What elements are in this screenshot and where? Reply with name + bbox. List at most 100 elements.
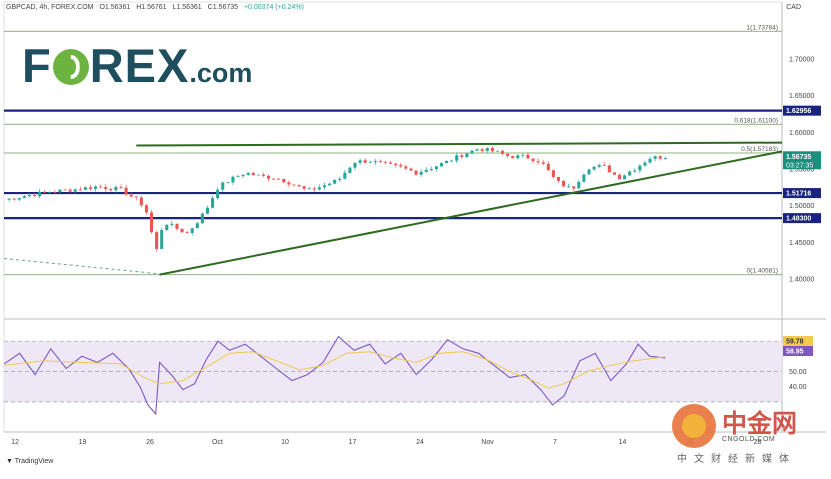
candle-body-112 bbox=[572, 186, 576, 189]
price-tick-4: 1.50000 bbox=[789, 203, 814, 210]
candle-body-37 bbox=[190, 228, 194, 233]
candle-body-52 bbox=[266, 175, 271, 179]
candle-body-125 bbox=[638, 165, 642, 171]
candle-body-68 bbox=[348, 167, 352, 173]
candle-body-93 bbox=[475, 149, 479, 151]
dashed-trendline bbox=[3, 257, 160, 275]
fib-label-2: 0.5(1.57183) bbox=[741, 146, 778, 153]
price-tick-2: 1.60000 bbox=[789, 130, 814, 137]
time-tick-7: Nov bbox=[481, 439, 494, 446]
candle-body-27 bbox=[139, 197, 143, 206]
candle-body-12 bbox=[63, 189, 67, 191]
candle-body-6 bbox=[32, 195, 37, 197]
time-tick-8: 7 bbox=[553, 439, 557, 446]
candle-body-119 bbox=[607, 165, 611, 173]
time-tick-2: 26 bbox=[146, 439, 154, 446]
forex-logo: F REX.com bbox=[22, 38, 252, 93]
candle-body-25 bbox=[129, 194, 133, 197]
rsi-tick-2: 40.00 bbox=[789, 384, 807, 391]
candle-body-21 bbox=[109, 189, 113, 191]
candle-body-89 bbox=[455, 155, 459, 161]
candle-body-9 bbox=[48, 192, 52, 194]
symbol-label: GBPCAD, 4h, FOREX.COM bbox=[6, 4, 94, 11]
candle-body-81 bbox=[414, 170, 418, 175]
candle-body-57 bbox=[292, 184, 296, 186]
candle-body-115 bbox=[587, 169, 591, 175]
candle-body-105 bbox=[536, 161, 540, 163]
rsi-label-bg-1 bbox=[783, 346, 813, 356]
candle-body-73 bbox=[373, 161, 377, 163]
candle-body-84 bbox=[429, 168, 433, 171]
candle-body-92 bbox=[470, 150, 474, 154]
candle-body-102 bbox=[521, 154, 525, 156]
candle-body-114 bbox=[582, 174, 586, 182]
candle-body-44 bbox=[226, 182, 230, 184]
price-label-0: 1.62956 bbox=[786, 108, 811, 115]
candle-body-121 bbox=[617, 174, 622, 180]
candle-body-24 bbox=[124, 187, 128, 195]
rsi-label-0: 59.78 bbox=[786, 339, 804, 346]
candle-body-30 bbox=[155, 232, 159, 249]
candle-body-104 bbox=[531, 158, 535, 162]
candle-body-108 bbox=[551, 170, 555, 177]
candle-body-106 bbox=[541, 162, 545, 164]
candle-body-50 bbox=[256, 174, 260, 176]
tradingview-credit[interactable]: ▼ TradingView bbox=[6, 458, 53, 465]
time-tick-9: 14 bbox=[619, 439, 627, 446]
candle-body-116 bbox=[592, 166, 596, 170]
price-countdown: 03:27:35 bbox=[786, 162, 813, 169]
candle-body-83 bbox=[424, 170, 428, 172]
fib-label-0: 1(1.73784) bbox=[747, 24, 778, 31]
candle-body-98 bbox=[500, 150, 505, 154]
time-tick-6: 24 bbox=[416, 439, 424, 446]
candle-body-10 bbox=[53, 192, 57, 194]
logo-letters-rex: REX bbox=[89, 39, 190, 92]
price-label-1: 1.56735 bbox=[786, 154, 811, 161]
candle-body-42 bbox=[216, 189, 220, 199]
price-tick-0: 1.70000 bbox=[789, 57, 814, 64]
candle-body-117 bbox=[597, 164, 601, 167]
candle-body-111 bbox=[567, 186, 571, 188]
fib-label-3: 0(1.40581) bbox=[747, 268, 778, 275]
high-value: H1.56761 bbox=[136, 4, 167, 11]
candle-body-56 bbox=[287, 182, 291, 185]
watermark-cn: 中金网 bbox=[722, 409, 798, 438]
candle-body-2 bbox=[12, 198, 16, 200]
price-tick-5: 1.45000 bbox=[789, 240, 814, 247]
candle-body-53 bbox=[272, 178, 276, 180]
low-value: L1.56361 bbox=[172, 4, 202, 11]
logo-letter-f: F bbox=[22, 39, 52, 92]
candle-body-54 bbox=[277, 178, 281, 180]
candle-body-43 bbox=[221, 182, 225, 190]
candle-body-122 bbox=[623, 175, 627, 180]
candle-body-128 bbox=[653, 156, 657, 159]
time-tick-4: 10 bbox=[281, 439, 289, 446]
trendline-upper bbox=[136, 141, 783, 147]
price-tick-3: 1.55000 bbox=[789, 167, 814, 174]
candle-body-32 bbox=[165, 224, 169, 231]
rsi-ma-line bbox=[3, 351, 666, 389]
price-label-bg-0 bbox=[783, 105, 821, 116]
change-value: +0.00374 (+0.24%) bbox=[243, 4, 304, 11]
candle-body-62 bbox=[317, 187, 321, 190]
time-tick-5: 17 bbox=[349, 439, 357, 446]
rsi-label-1: 58.95 bbox=[786, 349, 804, 356]
candle-body-31 bbox=[160, 230, 164, 249]
candle-body-15 bbox=[78, 189, 82, 191]
cngold-logo-inner bbox=[682, 414, 706, 438]
candle-body-72 bbox=[368, 162, 372, 163]
candle-body-38 bbox=[195, 223, 199, 229]
currency-label: CAD bbox=[786, 4, 801, 11]
candle-body-94 bbox=[480, 149, 484, 151]
candle-body-82 bbox=[419, 171, 423, 175]
candle-body-46 bbox=[236, 176, 240, 177]
candle-body-129 bbox=[658, 156, 662, 159]
candle-body-45 bbox=[231, 176, 235, 183]
candle-body-76 bbox=[389, 162, 393, 164]
candle-body-33 bbox=[170, 223, 174, 225]
candle-body-80 bbox=[409, 168, 413, 171]
candle-body-49 bbox=[251, 172, 255, 176]
time-tick-11: 28 bbox=[754, 439, 762, 446]
price-tick-1: 1.65000 bbox=[789, 93, 814, 100]
